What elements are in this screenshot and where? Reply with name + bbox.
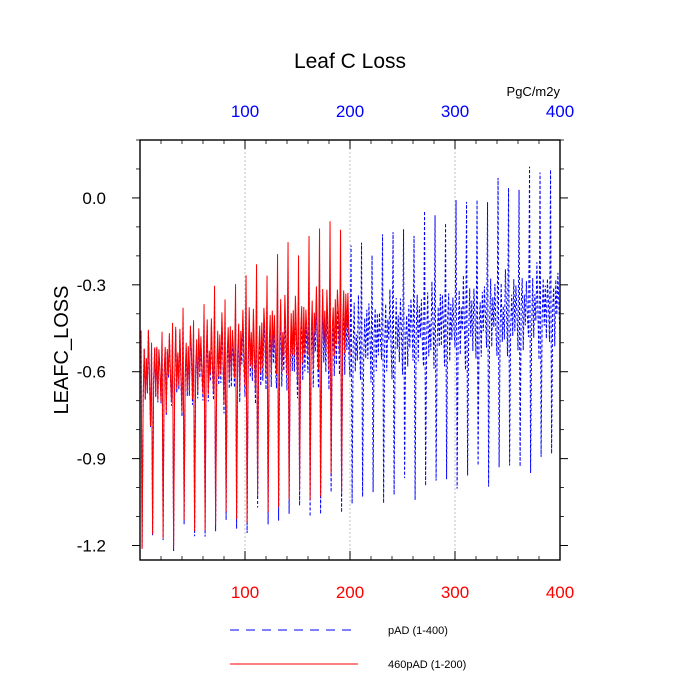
series-layer bbox=[140, 166, 561, 552]
legend: pAD (1-400) 460pAD (1-200) bbox=[230, 625, 466, 671]
y-tick-label-3: -0.9 bbox=[77, 450, 106, 469]
y-tick-label-0: 0.0 bbox=[82, 189, 106, 208]
x-tick-label-top-1: 200 bbox=[336, 102, 364, 121]
legend-label-1: 460pAD (1-200) bbox=[388, 659, 466, 671]
x-tick-label-bottom-2: 300 bbox=[441, 583, 469, 602]
x-tick-label-top-2: 300 bbox=[441, 102, 469, 121]
x-tick-label-bottom-0: 100 bbox=[231, 583, 259, 602]
y-axis-label: LEAFC_LOSS bbox=[51, 286, 73, 415]
axes-layer: 100 100 200 200 300 300 400 400 0.0 -0.3 -0.6 -0.9 -… bbox=[77, 102, 574, 602]
y-tick-label-4: -1.2 bbox=[77, 537, 106, 556]
legend-label-0: pAD (1-400) bbox=[388, 625, 448, 637]
y-tick-label-1: -0.3 bbox=[77, 276, 106, 295]
x-tick-label-bottom-1: 200 bbox=[336, 583, 364, 602]
units-label: PgC/m2y bbox=[507, 84, 561, 99]
series-line-1 bbox=[140, 221, 351, 549]
x-tick-label-top-0: 100 bbox=[231, 102, 259, 121]
x-tick-label-bottom-3: 400 bbox=[546, 583, 574, 602]
y-tick-label-2: -0.6 bbox=[77, 363, 106, 382]
chart-title: Leaf C Loss bbox=[294, 50, 406, 73]
x-tick-label-top-3: 400 bbox=[546, 102, 574, 121]
